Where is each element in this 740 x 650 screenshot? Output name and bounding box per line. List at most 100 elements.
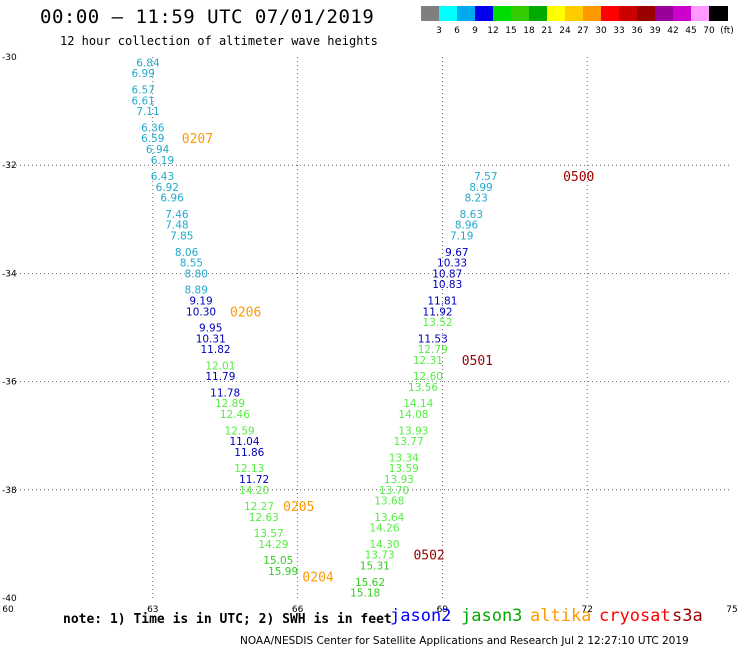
satellite-s3a: s3a [672, 606, 703, 626]
legend-label: 30 [595, 26, 607, 36]
legend-swatch [655, 6, 674, 21]
legend-swatch [583, 6, 602, 21]
pass-time-label: 0207 [182, 132, 213, 147]
wave-height-label: 10.31 [196, 333, 226, 345]
wave-height-label: 11.53 [418, 333, 448, 345]
legend-swatch [529, 6, 548, 21]
wave-height-label: 11.04 [229, 436, 259, 448]
wave-height-label: 7.85 [170, 231, 193, 243]
wave-height-label: 6.59 [141, 133, 164, 145]
wave-height-label: 7.57 [474, 171, 497, 183]
y-tick-label: -34 [2, 269, 17, 279]
wave-height-label: 7.19 [450, 231, 473, 243]
wave-height-label: 11.72 [239, 474, 269, 486]
satellite-jason3: jason3 [461, 606, 523, 626]
wave-height-label: 8.96 [455, 220, 479, 232]
wave-height-label: 6.61 [131, 95, 154, 107]
legend-label: 70 [703, 26, 715, 36]
legend-swatch [565, 6, 584, 21]
legend-label: (ft) [720, 26, 734, 36]
satellite-jason2: jason2 [390, 606, 452, 626]
wave-height-label: 10.30 [186, 306, 216, 318]
legend-swatch [457, 6, 476, 21]
wave-height-label: 6.19 [151, 155, 174, 167]
x-tick-label: 60 [2, 605, 14, 615]
wave-height-label: 8.06 [175, 247, 199, 259]
wave-height-label: 15.62 [355, 577, 385, 589]
wave-height-label: 13.57 [254, 528, 284, 540]
wave-height-label: 8.99 [469, 182, 492, 194]
legend-swatch [511, 6, 530, 21]
legend-label: 36 [631, 26, 643, 36]
y-tick-label: -40 [2, 594, 17, 604]
wave-height-label: 12.13 [234, 463, 264, 475]
wave-height-label: 11.86 [234, 447, 264, 459]
wave-height-label: 6.43 [151, 171, 174, 183]
wave-height-label: 9.95 [199, 323, 222, 335]
wave-height-label: 12.89 [215, 398, 245, 410]
wave-height-label: 14.30 [369, 539, 399, 551]
wave-height-label: 9.19 [189, 295, 212, 307]
legend-label: 33 [613, 26, 625, 36]
wave-height-label: 12.27 [244, 501, 274, 513]
legend-swatch [709, 6, 728, 21]
chart-title: 00:00 – 11:59 UTC 07/01/2019 [40, 6, 375, 28]
wave-height-label: 8.89 [185, 285, 208, 297]
wave-height-label: 6.96 [160, 193, 184, 205]
y-tick-label: -30 [2, 53, 17, 63]
wave-height-label: 11.82 [201, 344, 231, 356]
x-tick-label: 63 [147, 605, 158, 615]
legend-label: 42 [667, 26, 679, 36]
legend-label: 15 [505, 26, 517, 36]
wave-height-label: 15.99 [268, 566, 298, 578]
wave-height-label: 14.14 [403, 398, 433, 410]
wave-height-label: 12.79 [418, 344, 448, 356]
wave-height-label: 15.05 [263, 555, 293, 567]
wave-height-label: 13.93 [384, 474, 414, 486]
pass-time-label: 0205 [283, 500, 314, 515]
wave-height-label: 12.31 [413, 355, 443, 367]
legend-label: 3 [436, 26, 442, 36]
legend-label: 45 [685, 26, 697, 36]
wave-height-label: 13.56 [408, 382, 438, 394]
wave-height-label: 8.23 [464, 193, 487, 205]
wave-height-label: 15.18 [350, 588, 380, 600]
wave-height-label: 13.34 [389, 452, 419, 464]
satellite-cryosat: cryosat [599, 606, 671, 626]
wave-height-label: 14.29 [258, 539, 288, 551]
wave-height-label: 7.11 [136, 106, 159, 118]
wave-height-label: 10.33 [437, 258, 467, 270]
chart-subtitle: 12 hour collection of altimeter wave hei… [60, 34, 378, 48]
x-tick-label: 72 [581, 605, 592, 615]
legend-label: 12 [487, 26, 499, 36]
y-tick-label: -36 [2, 378, 17, 388]
y-tick-label: -32 [2, 161, 17, 171]
legend-swatch [493, 6, 512, 21]
legend-swatch [691, 6, 710, 21]
color-legend: 3 6 9 12 15 18 21 24 27 30 33 36 39 42 45 70 (ft) [421, 6, 734, 36]
wave-height-label: 12.63 [249, 512, 279, 524]
wave-height-label: 11.92 [423, 306, 453, 318]
wave-height-label: 13.70 [379, 485, 409, 497]
wave-height-label: 6.36 [141, 122, 165, 134]
wave-height-label: 14.20 [239, 485, 269, 497]
wave-height-label: 11.81 [427, 295, 457, 307]
legend-swatch [421, 6, 440, 21]
legend-label: 18 [523, 26, 535, 36]
pass-time-label: 0501 [462, 354, 493, 369]
wave-height-label: 13.77 [394, 436, 424, 448]
wave-height-label: 8.63 [460, 209, 483, 221]
legend-swatch [439, 6, 458, 21]
legend-label: 27 [577, 26, 589, 36]
legend-label: 24 [559, 26, 571, 36]
wave-height-label: 8.80 [185, 268, 208, 280]
wave-height-label: 11.79 [205, 371, 235, 383]
wave-height-label: 14.26 [369, 523, 399, 535]
pass-time-label: 0500 [563, 170, 594, 185]
wave-height-label: 6.57 [131, 84, 154, 96]
footer-credit: NOAA/NESDIS Center for Satellite Applica… [240, 635, 689, 647]
pass-time-label: 0502 [413, 549, 444, 564]
wave-height-label: 8.55 [180, 258, 203, 270]
legend-swatch [637, 6, 656, 21]
